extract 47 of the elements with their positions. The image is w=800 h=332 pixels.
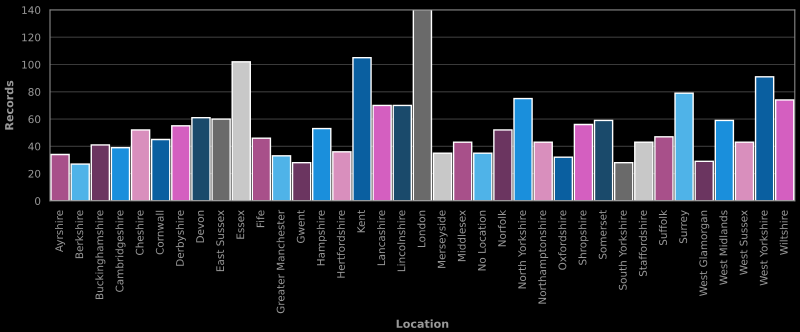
y-tick-label: 40 <box>28 142 40 150</box>
x-tick-label: Greater Manchester <box>276 210 285 314</box>
x-tick-label: Gwent <box>296 210 305 243</box>
x-tick-label: Cornwall <box>156 210 164 254</box>
x-tick-label: Shropshire <box>578 210 588 265</box>
y-tick-label: 140 <box>22 6 40 14</box>
x-tick-label: Staffordshire <box>638 210 647 276</box>
x-tick-label: West Glamorgan <box>699 210 710 296</box>
x-axis-title: Location <box>396 319 448 328</box>
x-tick-label: Oxfordshire <box>558 210 566 270</box>
y-tick-label: 20 <box>28 170 40 178</box>
y-tick-label: 100 <box>22 60 40 69</box>
x-tick-label: Lancashire <box>377 210 386 266</box>
x-tick-label: Devon <box>196 210 204 242</box>
x-tick-label: Suffolk <box>658 210 667 246</box>
x-tick-label: West Midlands <box>719 210 728 285</box>
x-tick-label: West Sussex <box>740 210 748 275</box>
x-tick-label: Surrey <box>679 210 690 244</box>
y-tick-label: 0 <box>35 197 40 205</box>
x-tick-label: Norfolk <box>498 210 506 246</box>
x-tick-label: No Location <box>478 210 486 270</box>
y-axis-title: Records <box>4 80 14 130</box>
x-tick-label: North Yorkshire <box>518 210 526 288</box>
x-tick-label: East Sussex <box>216 210 224 272</box>
x-tick-label: Berkshire <box>75 210 84 258</box>
x-tick-label: Lincolnshire <box>397 210 406 272</box>
x-tick-label: Buckinghamshire <box>95 210 106 299</box>
y-tick-label: 80 <box>28 88 40 96</box>
x-tick-label: Essex <box>236 210 244 239</box>
x-tick-label: Derbyshire <box>176 210 186 266</box>
x-tick-label: Middlesex <box>458 210 466 262</box>
x-tick-label: Kent <box>357 210 366 232</box>
y-tick-label: 120 <box>22 33 40 42</box>
y-tick-label: 60 <box>28 115 40 124</box>
x-tick-label: Hampshire <box>316 210 327 266</box>
x-tick-label: Ayrshire <box>55 210 66 252</box>
x-tick-label: South Yorkshire <box>618 210 627 290</box>
x-tick-label: Wiltshire <box>780 210 788 255</box>
x-tick-label: Fife <box>256 210 264 228</box>
x-tick-label: Merseyside <box>437 210 448 268</box>
x-tick-label: Somerset <box>598 210 607 259</box>
x-tick-label: West Yorkshire <box>760 210 768 286</box>
x-tick-label: Hertfordshire <box>336 210 345 278</box>
x-tick-label: Cambridgeshire <box>115 210 126 292</box>
x-tick-label: Northamptonshire <box>538 210 548 304</box>
x-tick-label: London <box>417 210 426 248</box>
x-tick-label: Cheshire <box>136 210 144 255</box>
